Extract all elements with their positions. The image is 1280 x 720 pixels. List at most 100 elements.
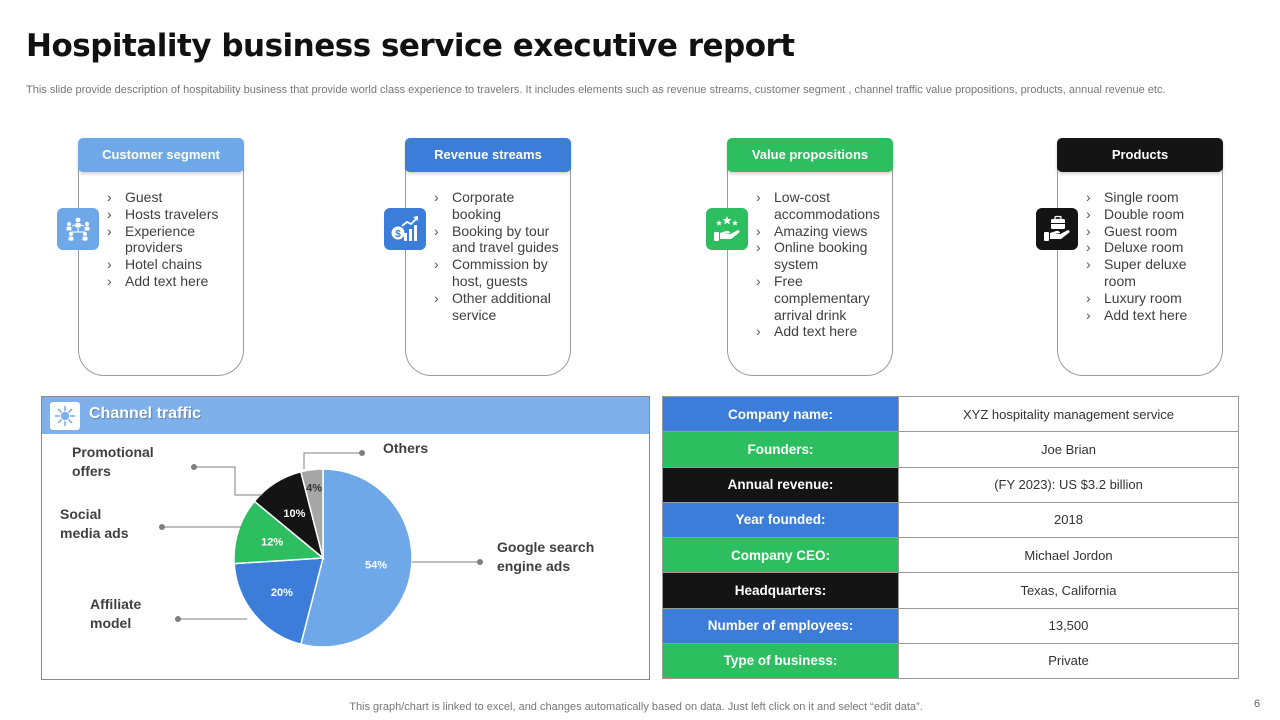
list-item: Free complementary arrival drink	[754, 273, 888, 323]
list-item: Booking by tour and travel guides	[432, 223, 566, 257]
customer-segment-list: Guest Hosts travelers Experience provide…	[105, 189, 239, 290]
leader-dot	[477, 559, 483, 565]
list-item: Corporate booking	[432, 189, 566, 223]
business-type-value: Private	[898, 642, 1239, 680]
pie-category-label-line: engine ads	[497, 558, 570, 574]
list-item: Low-cost accommodations	[754, 189, 888, 223]
pie-category-label-line: offers	[72, 463, 111, 479]
annual-revenue-value: (FY 2023): US $3.2 billion	[898, 466, 1239, 503]
pie-category-label-line: Promotional	[72, 444, 154, 460]
table-row: Headquarters: Texas, California	[662, 572, 1239, 609]
list-item: Commission by host, guests	[432, 256, 566, 290]
list-item: Add text here	[754, 323, 888, 340]
company-ceo-label: Company CEO:	[662, 536, 899, 574]
leader-line	[303, 452, 362, 469]
value-propositions-card: Value propositions Low-cost accommodatio…	[706, 138, 893, 376]
pie-data-label: 12%	[261, 537, 283, 549]
pie-category-label-line: media ads	[60, 525, 129, 541]
table-row: Annual revenue: (FY 2023): US $3.2 billi…	[662, 466, 1239, 503]
channel-traffic-panel: Channel traffic 54% Google search engine a…	[41, 396, 650, 680]
revenue-streams-list: Corporate booking Booking by tour and tr…	[432, 189, 566, 323]
list-item: Add text here	[1084, 307, 1218, 324]
customer-segment-card: Customer segment Guest Hosts travelers E…	[57, 138, 244, 376]
page-subtitle: This slide provide description of hospit…	[26, 84, 1166, 96]
money-growth-icon: $	[384, 208, 426, 250]
list-item: Other additional service	[432, 290, 566, 324]
headquarters-value: Texas, California	[898, 572, 1239, 609]
revenue-streams-card: Revenue streams $ Corporate booking Book…	[384, 138, 571, 376]
page-number: 6	[1254, 698, 1261, 710]
company-name-label: Company name:	[662, 395, 899, 433]
pie-data-label: 10%	[283, 508, 305, 520]
pie-slice-google-search-engine-ads	[299, 468, 413, 648]
hand-briefcase-icon	[1036, 208, 1078, 250]
leader-dot	[191, 464, 197, 470]
hand-stars-icon	[706, 208, 748, 250]
year-founded-label: Year founded:	[662, 501, 899, 539]
company-name-value: XYZ hospitality management service	[898, 395, 1239, 433]
footer-note: This graph/chart is linked to excel, and…	[349, 701, 923, 713]
table-row: Company CEO: Michael Jordon	[662, 536, 1239, 574]
customer-segment-header: Customer segment	[78, 138, 244, 172]
list-item: Single room	[1084, 189, 1218, 206]
list-item: Guest room	[1084, 223, 1218, 240]
company-ceo-value: Michael Jordon	[898, 536, 1239, 574]
pie-category-label-line: Affiliate	[90, 596, 142, 612]
pie-category-label: Social media ads	[60, 506, 129, 541]
card-outline	[78, 152, 244, 376]
annual-revenue-label: Annual revenue:	[662, 466, 899, 503]
year-founded-value: 2018	[898, 501, 1239, 539]
products-header: Products	[1057, 138, 1223, 172]
card-outline	[727, 152, 893, 376]
table-row: Type of business: Private	[662, 642, 1239, 680]
leader-dot	[175, 616, 181, 622]
leader-line	[194, 466, 262, 496]
pie-slice-social-media-ads	[233, 500, 325, 565]
list-item: Guest	[105, 189, 239, 206]
list-item: Experience providers	[105, 223, 239, 257]
page-title: Hospitality business service executive r…	[26, 28, 795, 64]
pie-category-label-line: model	[90, 615, 131, 631]
channel-traffic-title: Channel traffic	[89, 405, 202, 422]
revenue-streams-header: Revenue streams	[405, 138, 571, 172]
founders-value: Joe Brian	[898, 431, 1239, 468]
network-hub-icon	[50, 402, 80, 430]
table-row: Number of employees: 13,500	[662, 607, 1239, 644]
channel-traffic-header: Channel traffic	[42, 397, 649, 434]
svg-text:$: $	[395, 229, 401, 240]
leader-dot	[359, 450, 365, 456]
value-propositions-list: Low-cost accommodations Amazing views On…	[754, 189, 888, 340]
card-outline	[405, 152, 571, 376]
pie-data-label: 20%	[271, 587, 293, 599]
list-item: Add text here	[105, 273, 239, 290]
company-info-table: Company name: XYZ hospitality management…	[662, 395, 1239, 680]
pie-category-label: Google search engine ads	[497, 539, 594, 574]
pie-category-label: Promotional offers	[72, 444, 154, 479]
employees-value: 13,500	[898, 607, 1239, 644]
pie-category-label: Others	[383, 440, 428, 456]
table-row: Company name: XYZ hospitality management…	[662, 395, 1239, 433]
list-item: Super deluxe room	[1084, 256, 1218, 290]
pie-category-label-line: Google search	[497, 539, 594, 555]
business-type-label: Type of business:	[662, 642, 899, 680]
value-propositions-header: Value propositions	[727, 138, 893, 172]
list-item: Amazing views	[754, 223, 888, 240]
products-card: Products Single room Double room Guest r…	[1036, 138, 1223, 376]
list-item: Luxury room	[1084, 290, 1218, 307]
channel-traffic-pie-chart: 54% Google search engine ads 20% Affiliate mo…	[60, 440, 594, 648]
pie-slice-others	[299, 468, 324, 559]
pie-category-label: Affiliate model	[90, 596, 142, 631]
pie-data-label: 54%	[365, 560, 387, 572]
list-item: Hosts travelers	[105, 206, 239, 223]
founders-label: Founders:	[662, 431, 899, 468]
pie-data-label: 4%	[306, 482, 322, 494]
employees-label: Number of employees:	[662, 607, 899, 644]
list-item: Hotel chains	[105, 256, 239, 273]
people-network-icon	[57, 208, 99, 250]
list-item: Deluxe room	[1084, 239, 1218, 256]
pie-slice-affiliate-model	[233, 557, 324, 646]
headquarters-label: Headquarters:	[662, 572, 899, 609]
list-item: Double room	[1084, 206, 1218, 223]
pie-category-label-line: Social	[60, 506, 101, 522]
leader-dot	[159, 524, 165, 530]
